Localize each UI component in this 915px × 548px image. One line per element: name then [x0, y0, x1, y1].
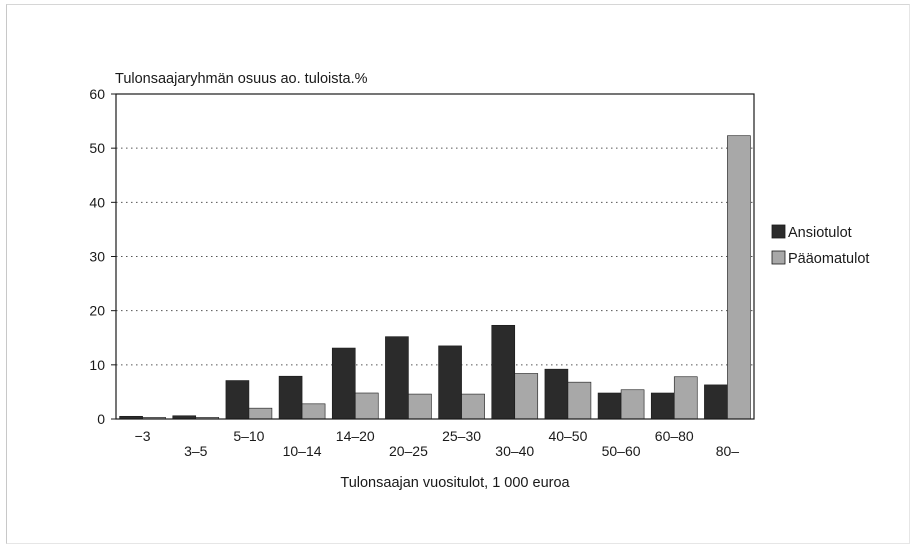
- bar-ansiotulot: [438, 345, 462, 420]
- bar-ansiotulot: [491, 324, 516, 420]
- bar-ansiotulot: [225, 380, 250, 420]
- x-tick-label: 60–80: [655, 428, 694, 444]
- x-tick-label: 20–25: [389, 443, 428, 459]
- y-tick-label: 10: [89, 357, 105, 373]
- bars: [119, 135, 751, 420]
- bar-ansiotulot: [331, 347, 356, 420]
- bar-paaomatulot: [727, 135, 751, 420]
- y-axis-title: Tulonsaajaryhmän osuus ao. tuloista.%: [115, 71, 368, 87]
- x-tick-label: 10–14: [283, 443, 322, 459]
- y-tick-labels: 0 10 20 30 40 50 60: [89, 86, 105, 427]
- bar-ansiotulot: [704, 384, 728, 420]
- y-tick-label: 20: [89, 303, 105, 319]
- legend: Ansiotulot Pääomatulot: [771, 224, 869, 267]
- bar-paaomatulot: [408, 393, 432, 420]
- x-tick-label: 80–: [716, 443, 740, 459]
- bar-paaomatulot: [673, 376, 698, 420]
- bar-ansiotulot: [385, 336, 409, 420]
- bar-paaomatulot: [354, 392, 379, 420]
- bar-paaomatulot: [514, 373, 539, 420]
- x-tick-label: 50–60: [602, 443, 641, 459]
- bar-paaomatulot: [461, 393, 485, 420]
- bar-paaomatulot: [248, 407, 273, 420]
- axes: [111, 93, 755, 420]
- bar-paaomatulot: [620, 389, 645, 420]
- x-tick-label: 40–50: [548, 428, 587, 444]
- bar-paaomatulot: [301, 403, 326, 420]
- legend-swatch: [771, 224, 786, 239]
- bar-ansiotulot: [597, 392, 622, 420]
- y-tick-label: 50: [89, 140, 105, 156]
- y-tick-label: 40: [89, 194, 105, 210]
- y-tick-label: 30: [89, 249, 105, 265]
- x-tick-label: 5–10: [233, 428, 264, 444]
- x-tick-label: 25–30: [442, 428, 481, 444]
- legend-label: Ansiotulot: [788, 225, 852, 241]
- x-tick-label: 14–20: [336, 428, 375, 444]
- chart-frame: [6, 4, 910, 544]
- bar-ansiotulot: [650, 392, 675, 420]
- x-tick-label: 30–40: [495, 443, 534, 459]
- bar-ansiotulot: [544, 368, 569, 420]
- bar-ansiotulot: [278, 375, 303, 420]
- legend-label: Pääomatulot: [788, 251, 869, 267]
- x-tick-label: −3: [135, 428, 151, 444]
- x-tick-labels: −3 3–5 5–10 10–14 14–20 20–25 25–30 30–40 40–50 5…: [135, 428, 740, 459]
- y-tick-label: 0: [97, 411, 105, 427]
- bar-paaomatulot: [567, 381, 592, 420]
- y-tick-label: 60: [89, 86, 105, 102]
- legend-swatch: [771, 250, 786, 265]
- gridlines: [116, 147, 754, 366]
- x-tick-label: 3–5: [184, 443, 208, 459]
- x-axis-title: Tulonsaajan vuositulot, 1 000 euroa: [340, 475, 570, 491]
